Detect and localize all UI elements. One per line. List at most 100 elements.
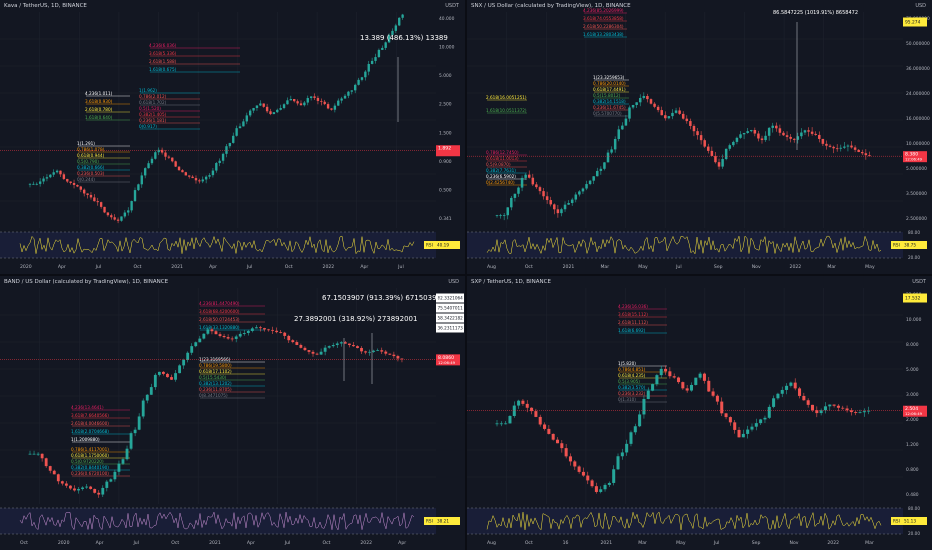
candle-body (864, 153, 868, 156)
chart-panel-kava[interactable]: Kava / TetherUS, 1D, BINANCE USDT 4.236(… (0, 0, 465, 274)
candle-body (162, 371, 165, 374)
fib-level-label: 0.382(0.8440190) (71, 465, 109, 470)
candle-body (347, 343, 351, 346)
candle-body (198, 180, 201, 182)
candle-body (311, 351, 315, 354)
candle-body (226, 337, 230, 339)
candle-body (137, 184, 140, 191)
fib-level-label: 4.236(85.2026999) (583, 8, 624, 13)
panel-title: BAND / US Dollar (calculated by TradingV… (4, 279, 169, 285)
fib-level-label: 0.236(0.503) (77, 171, 105, 176)
rsi-band (0, 232, 436, 258)
current-price-text: 8.0860 (438, 355, 454, 361)
candle-body (671, 112, 674, 117)
candle-body (574, 194, 578, 200)
candle-body (549, 200, 552, 205)
candle-body (206, 329, 210, 334)
fib-level-label: 0.236(11.8705) (199, 387, 232, 392)
fib-level-label: 0.786(4.851) (618, 367, 646, 372)
candle-body (772, 398, 776, 407)
candle-body (323, 347, 327, 352)
time-axis-label: Oct (20, 540, 28, 546)
candle-body (368, 351, 372, 353)
candle-body (710, 150, 714, 156)
candle-body (543, 424, 547, 429)
candle-body (372, 350, 376, 352)
candle-body (36, 453, 40, 455)
chart-svg[interactable]: 4.236(16.036) 3.618(15.112) 2.618(11.112) 1… (467, 276, 932, 550)
candle-body (299, 344, 303, 348)
rsi-line (486, 511, 882, 531)
candle-body (89, 486, 93, 489)
rsi-value-tag (891, 241, 927, 249)
candle-body (674, 110, 678, 113)
candle-body (521, 400, 525, 404)
candle-body (841, 407, 845, 409)
candle-body (103, 206, 106, 213)
chart-panel-band[interactable]: BAND / US Dollar (calculated by TradingV… (0, 276, 465, 550)
candle-body (106, 212, 110, 216)
candle-body (506, 207, 509, 216)
divider-horizontal[interactable] (0, 274, 932, 276)
candle-body (117, 463, 121, 472)
rsi-band (467, 232, 903, 258)
candle-body (825, 143, 828, 146)
measure-label: 86.5847225 (1019.91%) 8658472 (773, 10, 858, 16)
candle-body (728, 417, 732, 423)
candle-body (616, 456, 620, 470)
candle-body (221, 153, 225, 161)
candle-body (681, 113, 685, 119)
candle-body (832, 404, 836, 406)
rsi-label: RSI (426, 243, 433, 248)
candle-body (502, 215, 506, 217)
candle-body (384, 42, 387, 48)
candle-body (350, 90, 353, 92)
rsi-value-tag (891, 517, 927, 525)
candle-body (357, 79, 360, 85)
candle-body (867, 410, 871, 412)
chart-svg[interactable]: 4.236(85.2026999) 3.618(74.0553858) 2.618(… (467, 0, 932, 274)
candle-body (585, 184, 588, 189)
candle-body (319, 351, 323, 355)
candle-body (364, 71, 367, 78)
candle-body (44, 458, 48, 467)
candle-body (504, 423, 508, 425)
chart-svg[interactable]: 4.236(81.4470490) 3.618(68.4200600) 2.618(… (0, 276, 465, 550)
candle-body (588, 180, 592, 185)
time-axis-label: Mar (638, 540, 647, 546)
candle-body (400, 358, 404, 360)
fib-level-label: 0.5(15.5430) (199, 375, 227, 380)
candle-body (48, 466, 52, 471)
candle-body (653, 103, 656, 107)
candle-body (320, 100, 323, 102)
candle-body (72, 182, 76, 185)
candle-body (370, 60, 374, 64)
time-axis-label: Apr (360, 264, 368, 270)
time-axis-label: Oct (525, 264, 533, 270)
candle-body (746, 429, 750, 434)
fib-level-label: 1(5.820) (618, 361, 636, 366)
chart-svg[interactable]: 4.236(6.036) 3.618(5.336) 2.618(1.588) 1.61… (0, 0, 465, 274)
candle-body (133, 429, 137, 434)
candle-body (642, 398, 646, 415)
candle-body (685, 118, 689, 122)
candle-body (398, 17, 401, 26)
candle-body (96, 201, 99, 203)
candle-body (259, 103, 262, 106)
chart-panel-snx[interactable]: SNX / US Dollar (calculated by TradingVi… (467, 0, 932, 274)
candle-body (570, 199, 574, 203)
time-axis-label: 2022 (827, 540, 839, 546)
candle-body (782, 132, 785, 136)
candle-body (93, 197, 96, 202)
price-axis-label: 24.000000 (906, 91, 930, 97)
candle-body (607, 482, 611, 485)
chart-panel-sxp[interactable]: SXP / TetherUS, 1D, BINANCE USDT 4.236(1… (467, 276, 932, 550)
candle-body (121, 459, 125, 464)
candle-body (287, 335, 291, 341)
candle-body (545, 196, 549, 201)
candle-body (785, 385, 789, 390)
fib-level-label: 0.382(13.1202) (199, 381, 232, 386)
candle-body (250, 328, 254, 331)
candle-body (733, 422, 737, 430)
candle-body (850, 145, 853, 148)
